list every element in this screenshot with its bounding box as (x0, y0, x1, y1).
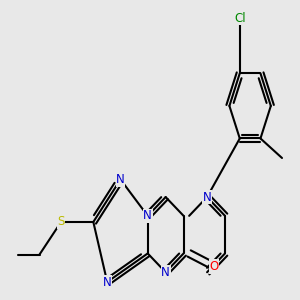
Text: S: S (57, 215, 65, 229)
Text: N: N (203, 190, 212, 204)
Text: N: N (103, 275, 112, 289)
Text: N: N (116, 173, 125, 186)
Text: Cl: Cl (234, 11, 246, 25)
Text: O: O (210, 260, 219, 273)
Text: N: N (161, 266, 170, 279)
Text: N: N (143, 209, 152, 222)
